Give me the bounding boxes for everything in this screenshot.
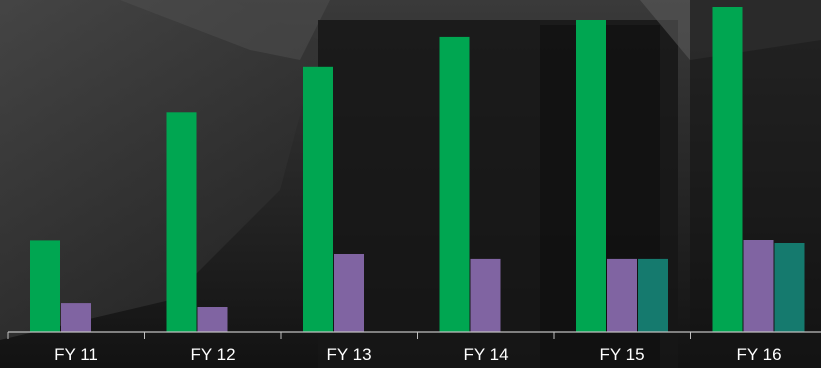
x-tick-label: FY 15 xyxy=(599,345,644,364)
bar-fy13-series2 xyxy=(334,254,364,332)
x-tick-label: FY 16 xyxy=(736,345,781,364)
x-axis-ticks xyxy=(7,332,691,339)
bar-fy15-series3 xyxy=(638,258,668,332)
x-tick-label: FY 12 xyxy=(190,345,235,364)
x-tick-label: FY 14 xyxy=(463,345,508,364)
bars-layer xyxy=(30,7,805,333)
bar-fy11-series1 xyxy=(30,240,60,332)
bar-fy15-series1 xyxy=(576,20,606,332)
bar-fy12-series1 xyxy=(166,112,197,332)
x-tick-label: FY 11 xyxy=(54,345,98,364)
bar-fy12-series2 xyxy=(197,307,228,332)
bar-fy15-series2 xyxy=(607,258,637,332)
bar-fy16-series3 xyxy=(774,243,805,332)
bar-fy13-series1 xyxy=(303,66,333,333)
bar-fy14-series2 xyxy=(470,258,501,332)
x-axis-labels: FY 11 FY 12 FY 13 FY 14 FY 15 FY 16 xyxy=(54,345,781,364)
bar-fy16-series1 xyxy=(712,7,743,332)
bar-fy14-series1 xyxy=(439,36,470,333)
bar-fy16-series2 xyxy=(743,240,774,332)
x-tick-label: FY 13 xyxy=(326,345,371,364)
bar-fy11-series2 xyxy=(61,303,91,332)
